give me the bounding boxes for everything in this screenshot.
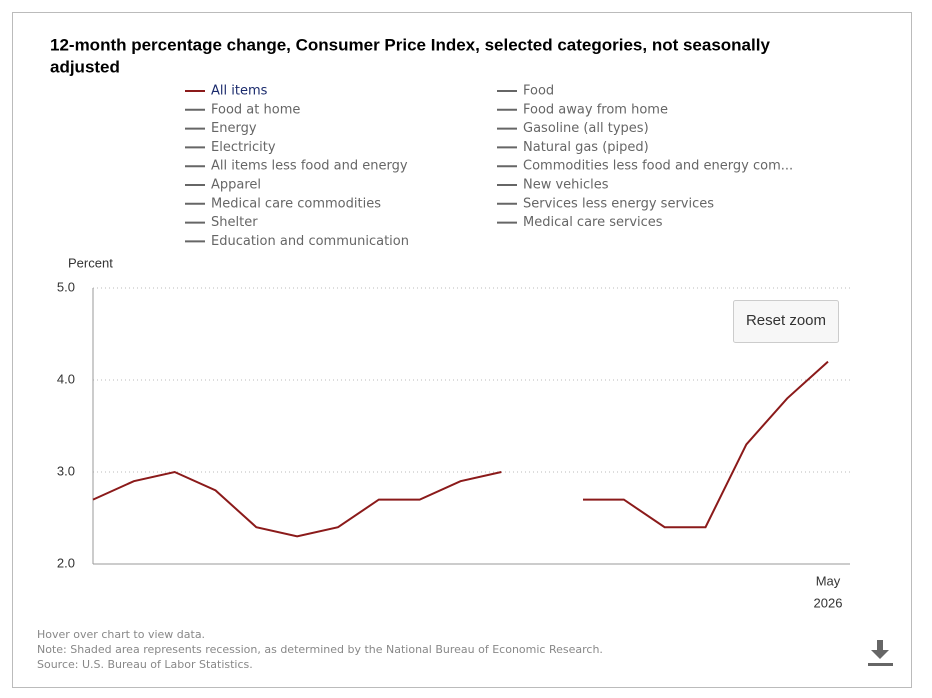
line <box>92 360 829 538</box>
legend-entry[interactable]: All items less food and energy <box>211 159 408 174</box>
legend-entry[interactable]: Electricity <box>211 140 276 155</box>
legend-entry[interactable]: Food at home <box>211 102 300 117</box>
legend-entry[interactable]: Energy <box>211 121 257 136</box>
reset-zoom[interactable]: Reset zoom <box>733 300 839 343</box>
legend-entry[interactable]: Education and communication <box>211 234 409 249</box>
y-axis-label: Percent <box>68 255 113 270</box>
legend-entry[interactable]: Services less energy services <box>523 196 714 211</box>
legend-entry[interactable]: All items <box>211 84 268 99</box>
legend-entry[interactable]: Shelter <box>211 215 258 230</box>
legend-entry[interactable]: Food away from home <box>523 102 668 117</box>
y-tick-label: 3.0 <box>57 463 75 478</box>
x-year-label: 2026 <box>814 595 843 610</box>
reset-zoom-label[interactable]: Reset zoom <box>746 312 826 329</box>
legend-entry[interactable]: Medical care commodities <box>211 196 381 211</box>
legend-entry[interactable]: New vehicles <box>523 178 609 193</box>
download-base[interactable] <box>868 663 893 666</box>
chart-title: adjusted <box>50 57 120 76</box>
chart-title: 12-month percentage change, Consumer Pri… <box>50 35 770 54</box>
legend-entry[interactable]: Gasoline (all types) <box>523 121 649 136</box>
y-tick-label: 4.0 <box>57 371 75 386</box>
download-icon[interactable] <box>868 640 893 666</box>
legend-entry[interactable]: Food <box>523 84 554 99</box>
download-shaft[interactable] <box>877 640 883 652</box>
legend-entry[interactable]: Natural gas (piped) <box>523 140 649 155</box>
y-tick-label: 5.0 <box>57 279 75 294</box>
frame <box>12 12 912 688</box>
footnote: Source: U.S. Bureau of Labor Statistics. <box>37 658 253 671</box>
y-tick-label: 2.0 <box>57 555 75 570</box>
reset-zoom-button[interactable] <box>733 300 839 343</box>
legend-entry[interactable]: Medical care services <box>523 215 663 230</box>
x-tick-label: May <box>816 573 841 588</box>
legend-entry[interactable]: Commodities less food and energy com... <box>523 159 793 174</box>
download-arrow[interactable] <box>871 650 889 659</box>
footnote: Note: Shaded area represents recession, … <box>37 643 603 656</box>
legend-entry[interactable]: Apparel <box>211 178 261 193</box>
footnote: Hover over chart to view data. <box>37 628 205 641</box>
